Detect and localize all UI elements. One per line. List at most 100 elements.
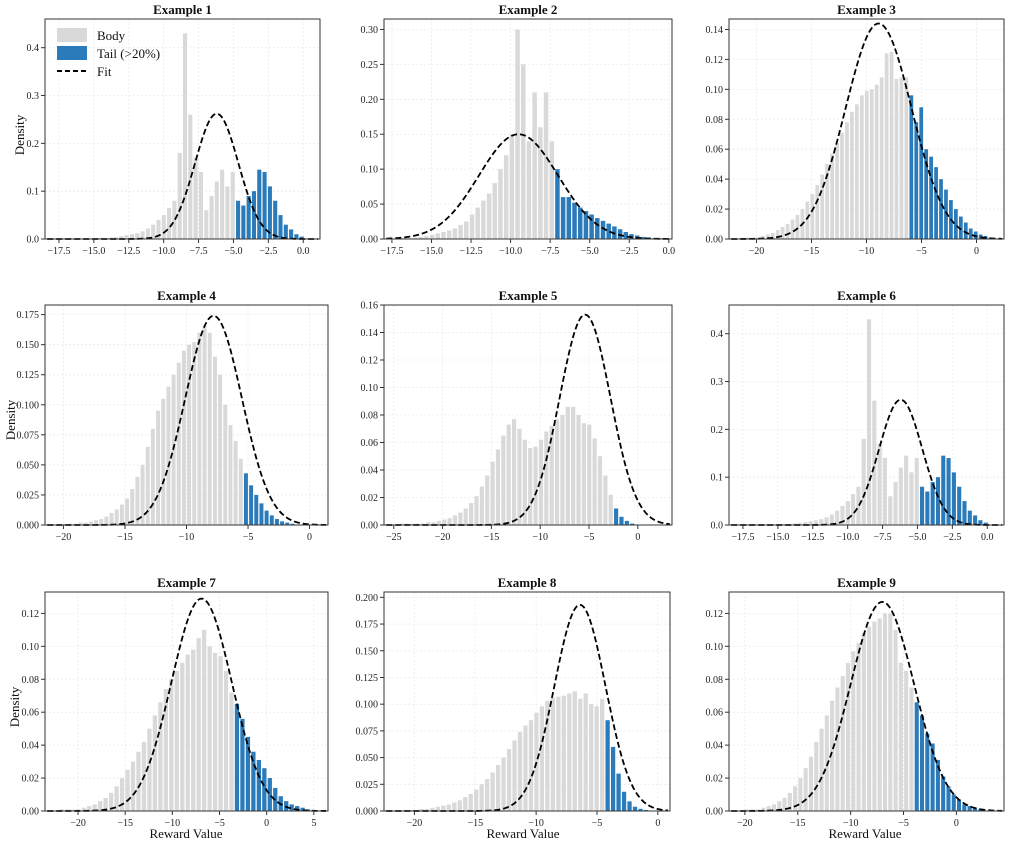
body-bar: [798, 778, 803, 811]
body-bar: [904, 77, 909, 240]
body-bar: [565, 406, 570, 525]
subplot-grid: −17.5 −15.0 −12.5 −10.0 −7.5 −5.0 −2.5 0.0 0.0 0.…: [17, 2, 1005, 829]
subplot-example-3: −20 −15 −10 −5 0 0.00 0.02 0.04 0.06 0.08 0.10 0.12…: [706, 2, 1005, 257]
subplot-title: Example 3: [837, 2, 896, 17]
body-bar: [479, 486, 484, 525]
tail-bar: [951, 472, 956, 525]
tail-bar: [560, 197, 566, 239]
body-bar: [899, 77, 904, 240]
subplot-example-1: −17.5 −15.0 −12.5 −10.0 −7.5 −5.0 −2.5 0.0 0.0 0.…: [27, 2, 321, 257]
x-tick-label: −10.0: [836, 532, 859, 543]
body-bar: [543, 92, 549, 239]
body-bar: [446, 804, 451, 811]
body-bar: [495, 765, 501, 811]
body-bar: [490, 772, 495, 811]
y-tick-label: 0.025: [356, 780, 379, 791]
y-tick-label: 0.150: [17, 340, 40, 351]
body-bar: [583, 693, 588, 811]
body-bar: [893, 629, 898, 811]
tail-bar: [962, 501, 967, 525]
tail-bar: [264, 510, 269, 525]
tail-bar: [919, 715, 925, 811]
tail-bar: [267, 778, 272, 811]
body-bar: [879, 77, 884, 240]
x-tick-label: −5: [592, 818, 603, 829]
tail-bar: [610, 746, 616, 811]
body-bar: [220, 169, 225, 239]
y-tick-label: 0.000: [17, 521, 40, 532]
x-tick-label: −5: [214, 818, 225, 829]
y-axis-label-row-2: Density: [3, 399, 18, 440]
body-bar: [103, 797, 108, 811]
y-tick-label: 0.04: [706, 175, 724, 186]
x-tick-label: −10: [532, 532, 548, 543]
tail-bar: [973, 515, 978, 525]
body-bar: [528, 448, 533, 525]
y-tick-label: 0.3: [27, 91, 40, 102]
y-tick-label: 0.10: [361, 383, 379, 394]
body-bar: [835, 687, 840, 811]
x-tick-label: −20: [749, 246, 765, 257]
body-bar: [431, 522, 436, 525]
tail-bar: [935, 759, 940, 811]
body-bar: [592, 438, 597, 525]
body-bar: [746, 237, 750, 239]
y-tick-label: 0.2: [27, 139, 40, 150]
body-bar: [114, 237, 119, 239]
body-bar: [136, 751, 141, 811]
body-bar: [492, 183, 498, 239]
body-bar: [864, 90, 869, 239]
body-bar: [898, 467, 903, 525]
body-bar: [830, 700, 835, 811]
axes-frame: [728, 591, 1005, 812]
body-bar: [490, 461, 495, 525]
body-bar: [426, 522, 431, 525]
x-tick-label: 0: [264, 818, 269, 829]
body-bar: [567, 693, 572, 811]
body-bar: [608, 494, 613, 525]
body-bar: [485, 475, 490, 525]
x-tick-label: −20: [737, 818, 753, 829]
body-bar: [538, 439, 544, 525]
body-bar: [825, 164, 830, 239]
axes-frame: [728, 304, 1005, 526]
body-bar: [446, 230, 452, 239]
legend-body-label: Body: [97, 28, 126, 43]
fit-curve: [386, 133, 670, 240]
tail-bar: [246, 195, 251, 239]
body-bar: [104, 516, 109, 525]
body-bar: [859, 95, 864, 239]
tail-bar: [930, 743, 935, 811]
body-bar: [829, 514, 834, 525]
y-tick-label: 0.00: [22, 807, 40, 818]
x-tick-label: −5.0: [908, 532, 926, 543]
body-bar: [517, 428, 522, 525]
x-tick-label: −12.5: [459, 246, 482, 257]
body-bar: [775, 230, 780, 239]
body-bar: [808, 521, 813, 525]
body-bar: [544, 431, 549, 525]
body-bar: [114, 509, 119, 525]
y-tick-label: 0.08: [706, 675, 724, 686]
y-tick-label: 0.08: [22, 675, 40, 686]
body-bar: [196, 638, 201, 811]
body-bar: [808, 756, 814, 811]
body-bar: [125, 769, 130, 811]
body-bar: [909, 472, 914, 525]
y-tick-label: 0.10: [22, 642, 40, 653]
tail-bar: [278, 215, 283, 239]
body-bar: [469, 214, 475, 239]
x-tick-label: −25: [386, 532, 402, 543]
body-bar: [533, 446, 538, 525]
body-bar: [532, 92, 537, 239]
y-tick-label: 0.05: [361, 200, 379, 211]
x-tick-label: −10: [859, 246, 875, 257]
tail-bar: [920, 486, 925, 525]
body-bar: [815, 185, 820, 239]
legend-tail-label: Tail (>20%): [97, 46, 160, 61]
body-bar: [63, 523, 68, 525]
subplot-example-8: −20 −15 −10 −5 0 0.000 0.025 0.050 0.075 0.100 0.1…: [356, 575, 671, 829]
body-bar: [549, 141, 554, 239]
tail-bar: [914, 702, 919, 811]
x-tick-label: −2.5: [259, 246, 277, 257]
